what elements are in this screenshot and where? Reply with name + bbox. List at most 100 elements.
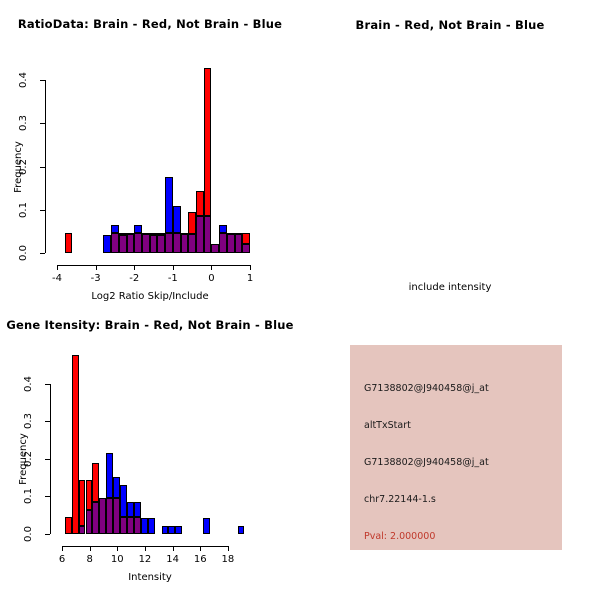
panel-ratio-histogram: RatioData: Brain - Red, Not Brain - Blue… xyxy=(0,0,300,302)
histogram-bar-overlap xyxy=(85,509,93,534)
histogram-bar xyxy=(203,67,212,216)
histogram-bar-overlap xyxy=(141,233,150,253)
panel-scatter-plot: Brain - Red, Not Brain - Blue 6810121416… xyxy=(300,0,600,300)
x-axis-tick xyxy=(172,265,174,270)
y-axis-tick xyxy=(45,496,50,498)
histogram-bar-overlap xyxy=(157,234,166,253)
histogram-bar xyxy=(196,191,204,216)
y-axis-tick-label: 0.4 xyxy=(23,375,34,392)
gene-info-panel: G7138802@J940458@j_at altTxStart G7138802@… xyxy=(350,345,562,550)
gene-histogram-title: Gene Itensity: Brain - Red, Not Brain - … xyxy=(6,318,294,332)
histogram-bar xyxy=(149,232,158,235)
histogram-bar-overlap xyxy=(188,233,196,253)
histogram-bar xyxy=(113,476,121,499)
x-axis-tick xyxy=(211,265,213,270)
histogram-bar xyxy=(140,518,148,534)
x-axis-tick xyxy=(62,546,63,551)
histogram-bar xyxy=(242,232,251,244)
x-axis-tick-label: 1 xyxy=(246,273,254,284)
x-axis-tick-label: 6 xyxy=(58,554,66,565)
histogram-bar xyxy=(118,232,127,235)
ratio-histogram-title: RatioData: Brain - Red, Not Brain - Blue xyxy=(17,17,283,31)
histogram-bar-overlap xyxy=(226,233,235,253)
histogram-bar-overlap xyxy=(133,517,141,534)
y-axis-tick xyxy=(45,458,50,460)
x-axis-title: include intensity xyxy=(408,282,492,293)
histogram-bar-overlap xyxy=(234,233,243,253)
y-axis-tick xyxy=(45,421,50,423)
y-axis-tick xyxy=(45,534,50,535)
histogram-bar-overlap xyxy=(113,498,121,534)
histogram-bar-overlap xyxy=(134,232,142,253)
histogram-bar xyxy=(203,518,210,534)
histogram-bar-overlap xyxy=(196,215,204,253)
histogram-bar xyxy=(133,501,141,518)
histogram-bar-overlap xyxy=(211,243,220,253)
histogram-bar xyxy=(134,224,142,233)
histogram-bar xyxy=(165,177,173,233)
histogram-bar-overlap xyxy=(99,498,107,534)
y-axis-tick xyxy=(40,80,45,82)
histogram-bar-overlap xyxy=(219,232,227,253)
y-axis-tick-label: 0.0 xyxy=(23,526,34,542)
x-axis-tick xyxy=(227,546,229,551)
histogram-bar-overlap xyxy=(242,243,251,253)
x-axis-tick xyxy=(200,546,202,551)
y-axis-tick xyxy=(40,166,45,168)
histogram-bar-overlap xyxy=(149,234,158,253)
info-pval-line: Pval: 2.000000 xyxy=(364,531,436,542)
x-axis-tick-label: 16 xyxy=(193,554,207,565)
x-axis-tick xyxy=(250,265,252,270)
scatter-plot-area: 681012141618skip intensity20406080includ… xyxy=(300,0,600,300)
histogram-bar xyxy=(175,526,183,534)
info-line-2: G7138802@J940458@j_at xyxy=(364,457,489,468)
x-axis-tick-label: 0 xyxy=(208,273,215,284)
x-axis-tick xyxy=(172,546,174,551)
histogram-bar-overlap xyxy=(120,517,127,534)
x-axis-tick xyxy=(95,265,97,270)
x-axis-title: Log2 Ratio Skip/Include xyxy=(91,291,209,302)
histogram-bar-overlap xyxy=(165,232,173,253)
y-axis-line xyxy=(50,383,51,534)
histogram-bar xyxy=(103,234,112,253)
histogram-bar-overlap xyxy=(106,498,114,534)
x-axis-tick-label: 8 xyxy=(86,554,93,565)
y-axis-line xyxy=(45,80,46,253)
y-axis-title: Frequency xyxy=(18,433,29,485)
histogram-bar-overlap xyxy=(180,233,189,253)
histogram-bar-overlap xyxy=(203,215,212,253)
histogram-bar-overlap xyxy=(126,517,134,534)
histogram-bar xyxy=(219,224,227,233)
x-axis-tick xyxy=(89,546,91,551)
x-axis-tick-label: 14 xyxy=(166,554,179,565)
info-line-1: altTxStart xyxy=(364,420,411,431)
x-axis-tick-label: -2 xyxy=(129,273,140,284)
histogram-bar xyxy=(168,526,176,534)
histogram-bar-overlap xyxy=(172,232,181,253)
y-axis-tick xyxy=(45,383,50,385)
x-axis-tick xyxy=(117,546,119,551)
histogram-bar xyxy=(120,484,127,518)
y-axis-tick xyxy=(40,253,45,254)
x-axis-tick xyxy=(134,265,136,270)
x-axis-tick-label: 18 xyxy=(221,554,235,565)
histogram-bar xyxy=(92,462,100,502)
histogram-bar xyxy=(106,453,114,499)
histogram-bar xyxy=(172,205,181,233)
y-axis-tick xyxy=(40,209,45,211)
x-axis-tick-label: -3 xyxy=(90,273,101,284)
info-line-3: chr7.22144-1.s xyxy=(364,494,436,505)
histogram-bar xyxy=(78,480,86,526)
x-axis-tick-label: -1 xyxy=(167,273,178,284)
y-axis-tick-label: 0.0 xyxy=(18,245,29,261)
y-axis-tick xyxy=(40,123,45,125)
x-axis-tick xyxy=(57,265,58,270)
histogram-bar xyxy=(147,518,155,534)
histogram-bar xyxy=(237,526,245,534)
histogram-bar-overlap xyxy=(126,233,135,253)
histogram-bar xyxy=(161,526,169,534)
histogram-bar xyxy=(64,517,72,534)
info-line-0: G7138802@J940458@j_at xyxy=(364,383,489,394)
histogram-bar xyxy=(64,232,73,253)
